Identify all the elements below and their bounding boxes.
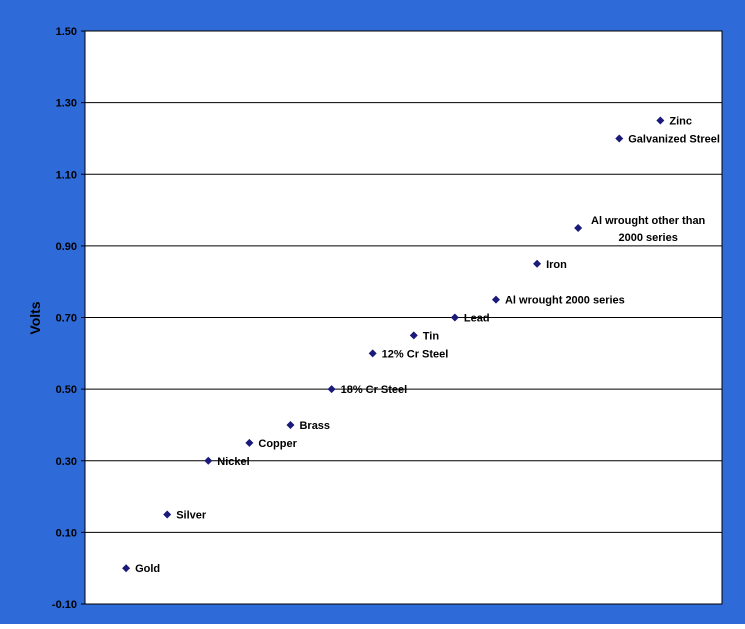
data-point-label: Iron bbox=[546, 259, 567, 271]
data-point-label: Zinc bbox=[669, 116, 692, 128]
data-point-label: Galvanized Streel bbox=[628, 133, 720, 145]
data-point-marker bbox=[656, 116, 665, 125]
y-tick-label: 0.70 bbox=[56, 313, 77, 325]
data-point-marker bbox=[450, 313, 459, 322]
data-point-marker bbox=[163, 510, 172, 519]
y-tick-label: 0.10 bbox=[56, 527, 77, 539]
data-point-marker bbox=[615, 134, 624, 143]
data-point-marker bbox=[368, 349, 377, 358]
y-tick-label: 1.10 bbox=[56, 169, 77, 181]
y-tick-label: 0.50 bbox=[56, 384, 77, 396]
data-point-marker bbox=[245, 438, 254, 447]
data-point-label: Tin bbox=[423, 330, 440, 342]
data-point-label: Al wrought 2000 series bbox=[505, 295, 625, 307]
data-point-label: 12% Cr Steel bbox=[382, 348, 449, 360]
data-point-marker bbox=[327, 385, 336, 394]
data-point-marker bbox=[491, 295, 500, 304]
data-point-marker bbox=[204, 456, 213, 465]
data-point-marker bbox=[574, 223, 583, 232]
data-point-label: Silver bbox=[176, 509, 207, 521]
data-point-label: 18% Cr Steel bbox=[341, 384, 408, 396]
y-tick-label: 0.30 bbox=[56, 456, 77, 468]
data-point-marker bbox=[409, 331, 418, 340]
y-axis-title: Volts bbox=[27, 301, 43, 334]
data-point-label: Al wrought other than 2000 series bbox=[591, 215, 706, 244]
data-point-marker bbox=[533, 259, 542, 268]
data-point-label: Gold bbox=[135, 563, 160, 575]
y-tick-label: 1.50 bbox=[56, 26, 77, 38]
gridlines bbox=[85, 30, 722, 605]
data-point-label: Lead bbox=[464, 313, 490, 325]
data-point-marker bbox=[286, 420, 295, 429]
data-point-label: Nickel bbox=[217, 456, 249, 468]
data-point-label: Copper bbox=[258, 438, 297, 450]
y-tick-label: 1.30 bbox=[56, 98, 77, 110]
y-tick-label: 0.90 bbox=[56, 241, 77, 253]
data-point-marker bbox=[122, 564, 131, 573]
data-point-label: Brass bbox=[299, 420, 330, 432]
y-tick-label: -0.10 bbox=[52, 599, 77, 611]
y-axis-ticks: 1.50 1.30 1.10 0.90 0.70 0.50 0.30 0.10 -0.10 bbox=[52, 26, 85, 611]
